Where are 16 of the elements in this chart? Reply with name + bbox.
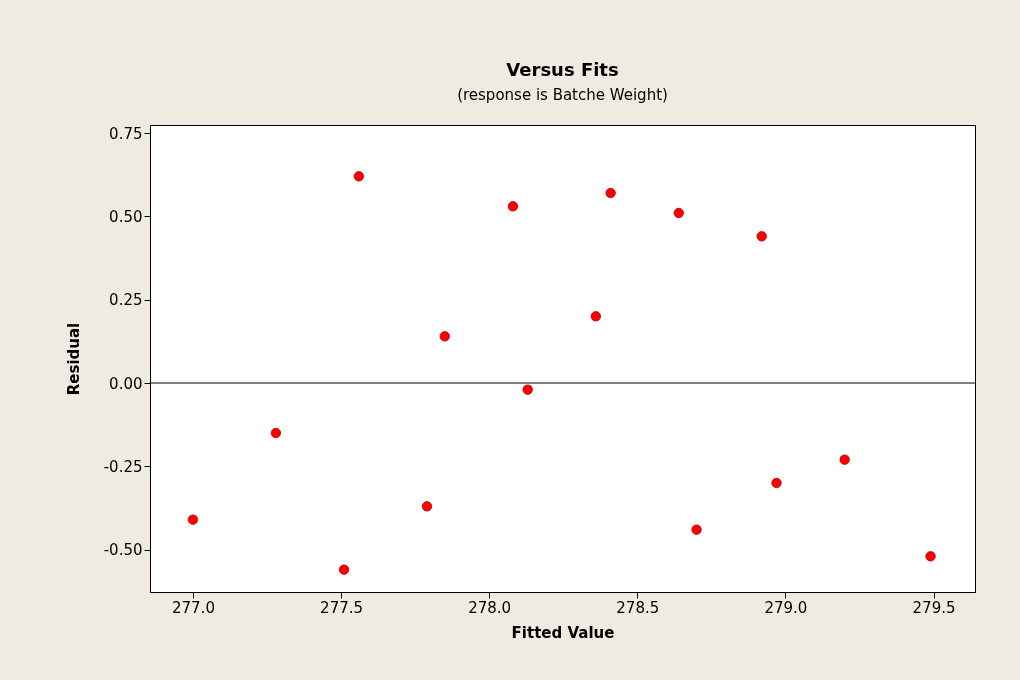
x-tick-label: 278.5	[616, 598, 660, 617]
chart-subtitle: (response is Batche Weight)	[457, 86, 668, 104]
y-axis-title: Residual	[64, 322, 83, 396]
y-tick-label: 0.50	[109, 207, 143, 226]
x-tick-label: 278.0	[468, 598, 512, 617]
y-tick-label: 0.00	[109, 374, 143, 393]
x-tick-label: 277.5	[320, 598, 364, 617]
x-tick-label: 279.5	[912, 598, 956, 617]
x-axis-title: Fitted Value	[511, 623, 615, 642]
y-tick-label: 0.75	[109, 124, 143, 143]
y-tick-label: 0.25	[109, 291, 143, 310]
chart-title: Versus Fits	[506, 59, 619, 80]
x-tick-label: 277.0	[171, 598, 215, 617]
y-tick-label: -0.25	[103, 457, 143, 476]
y-tick-label: -0.50	[103, 541, 143, 560]
x-tick-label: 279.0	[764, 598, 808, 617]
